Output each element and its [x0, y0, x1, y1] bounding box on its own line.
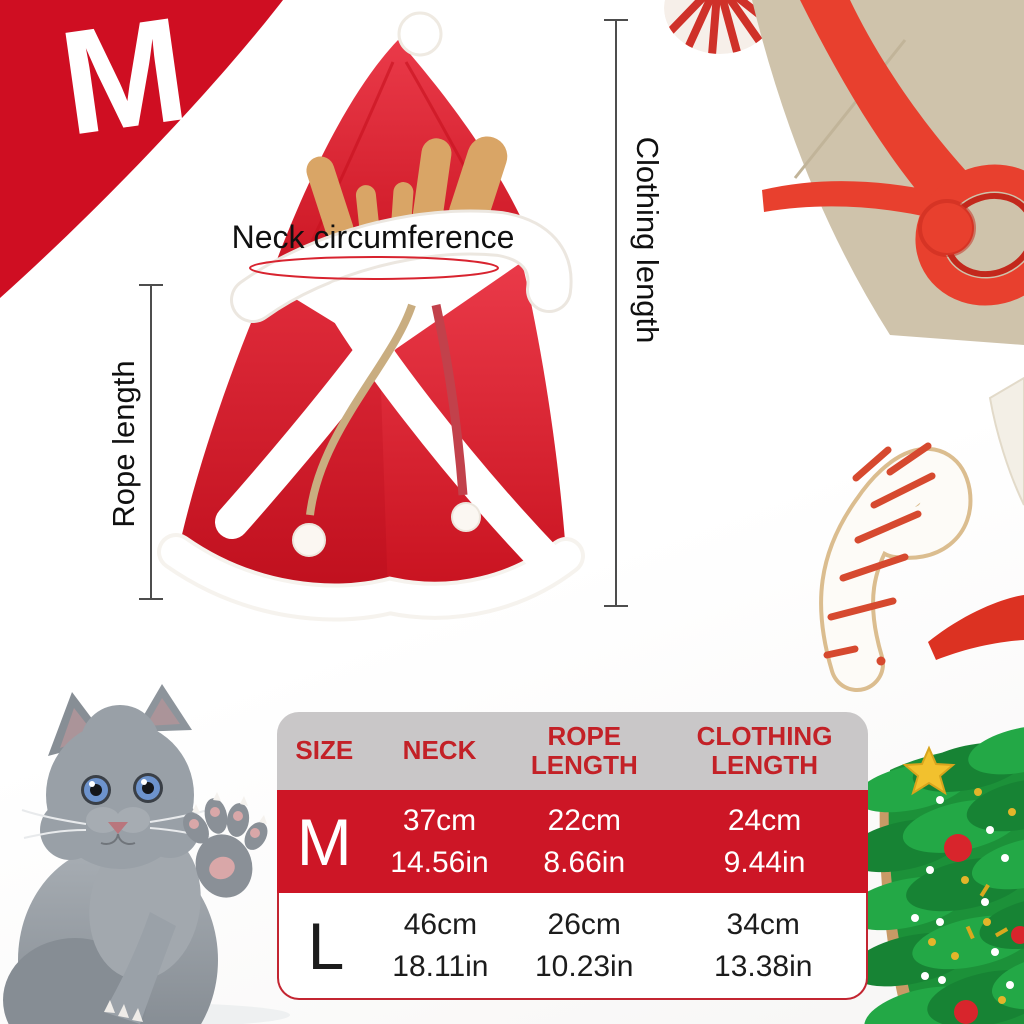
cell-size-l: L [307, 908, 345, 983]
cell-neck-l: 46cm 18.11in [392, 904, 488, 987]
cell-rope-l: 26cm 10.23in [535, 904, 633, 987]
kitten-eyes [81, 773, 163, 805]
value-in: 8.66in [543, 845, 626, 879]
value-in: 14.56in [390, 845, 489, 879]
table-row-size-m: M 37cm 14.56in 22cm 8.66in 24cm 9.44in [277, 790, 868, 893]
value-cm: 46cm [403, 908, 478, 942]
value-cm: 26cm [547, 908, 621, 942]
value-in: 18.11in [392, 949, 489, 983]
cookie-edge-photo [988, 376, 1024, 506]
rope-measure-cap-bottom [139, 598, 163, 600]
clothing-measure-cap-top [604, 19, 628, 21]
value-cm: 22cm [547, 804, 621, 838]
value-in: 13.38in [714, 949, 813, 983]
size-badge: M [0, 0, 300, 310]
clothing-length-label: Clothing length [630, 136, 665, 344]
cell-size-m: M [296, 804, 352, 879]
header-rope-length: ROPE LENGTH [530, 720, 638, 780]
value-in: 9.44in [723, 845, 806, 879]
star-icon [902, 745, 956, 796]
pompom [397, 11, 443, 57]
gift-box-photo [752, 0, 1024, 345]
clothing-measure-line [615, 20, 617, 607]
header-clothing-length: CLOTHING LENGTH [696, 720, 833, 780]
ribbon-tail-photo [928, 595, 1024, 660]
kitten-front-leg [104, 912, 176, 1024]
ornament-photo [664, 0, 776, 54]
kitten-raised-paw [183, 792, 268, 898]
header-neck: NECK [402, 735, 477, 766]
candy-cane-cookie-photo [819, 442, 973, 692]
rope-measure-line [150, 285, 152, 600]
value-cm: 24cm [727, 804, 802, 838]
value-in: 10.23in [534, 949, 634, 983]
size-badge-shape [0, 0, 283, 298]
cell-clothing-m: 24cm 9.44in [724, 800, 806, 883]
product-photo-santa-cloak [157, 11, 585, 622]
header-size: SIZE [295, 735, 354, 766]
kitten-nose [108, 822, 128, 834]
neck-measure-ellipse [249, 256, 499, 280]
cell-neck-m: 37cm 14.56in [390, 800, 488, 883]
neck-circumference-label: Neck circumference [231, 219, 515, 255]
clothing-measure-cap-bottom [604, 605, 628, 607]
rope-length-label: Rope length [106, 360, 141, 528]
rope-measure-cap-top [139, 284, 163, 286]
table-row-size-l: L 46cm 18.11in 26cm 10.23in 34cm 13.38in [277, 893, 868, 1000]
cell-rope-m: 22cm 8.66in [543, 800, 625, 883]
value-cm: 37cm [402, 804, 477, 838]
size-table: SIZE NECK ROPE LENGTH CLOTHING LENGTH M … [277, 712, 868, 1000]
size-badge-letter: M [51, 0, 197, 167]
size-table-header: SIZE NECK ROPE LENGTH CLOTHING LENGTH [277, 712, 868, 790]
kitten-photo [3, 684, 290, 1024]
value-cm: 34cm [726, 908, 800, 942]
cell-clothing-l: 34cm 13.38in [714, 904, 812, 987]
